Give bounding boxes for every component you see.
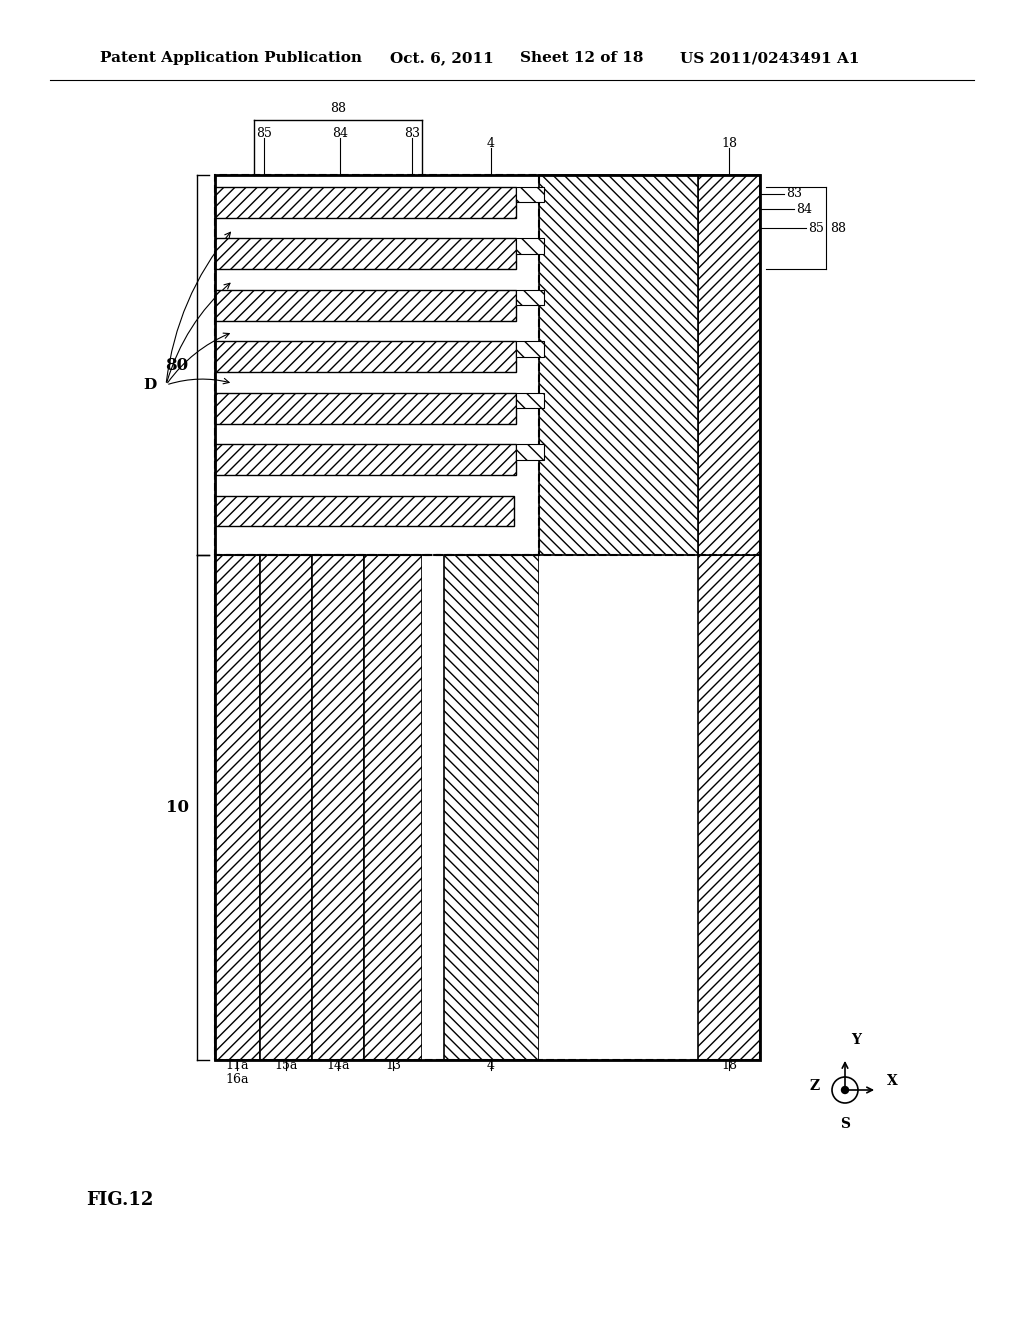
Text: 13: 13 (385, 1059, 401, 1072)
Bar (215, 290, 516, 321)
Bar (215, 554, 760, 1060)
Bar (516, 444, 544, 459)
Text: 88: 88 (330, 102, 346, 115)
Bar (516, 239, 544, 253)
Bar (444, 554, 539, 1060)
Bar (539, 554, 698, 1060)
Text: 18: 18 (721, 1059, 737, 1072)
Bar (215, 444, 516, 475)
Text: S: S (840, 1117, 850, 1131)
Text: Z: Z (810, 1078, 820, 1093)
Text: 83: 83 (404, 127, 421, 140)
Text: US 2011/0243491 A1: US 2011/0243491 A1 (680, 51, 859, 65)
Bar (422, 554, 444, 1060)
Circle shape (842, 1086, 849, 1093)
Text: 80: 80 (166, 356, 188, 374)
Text: Sheet 12 of 18: Sheet 12 of 18 (520, 51, 643, 65)
Bar (215, 554, 760, 1060)
Text: 14a: 14a (327, 1059, 350, 1072)
Text: 16a: 16a (225, 1073, 249, 1086)
Bar (215, 176, 760, 1060)
Bar (364, 554, 422, 1060)
Text: 18: 18 (721, 137, 737, 150)
Text: 15a: 15a (274, 1059, 298, 1072)
Bar (215, 176, 539, 554)
Text: 4: 4 (487, 1059, 495, 1072)
Bar (260, 554, 312, 1060)
Text: 85: 85 (256, 127, 272, 140)
Bar (215, 393, 516, 424)
Text: 84: 84 (332, 127, 348, 140)
Bar (215, 176, 760, 554)
Bar (698, 554, 760, 1060)
Bar (698, 176, 760, 554)
Bar (312, 554, 364, 1060)
Text: D: D (143, 378, 157, 392)
Bar (516, 187, 544, 202)
Bar (215, 176, 539, 554)
Bar (516, 342, 544, 356)
Text: Oct. 6, 2011: Oct. 6, 2011 (390, 51, 494, 65)
Text: 11a: 11a (225, 1059, 249, 1072)
Bar (215, 554, 260, 1060)
Bar (516, 393, 544, 408)
Bar (215, 239, 516, 269)
Bar (215, 495, 514, 527)
Text: Patent Application Publication: Patent Application Publication (100, 51, 362, 65)
Text: Y: Y (851, 1034, 861, 1047)
Text: 10: 10 (166, 799, 188, 816)
Bar (215, 342, 516, 372)
Text: 83: 83 (786, 187, 802, 201)
Text: 85: 85 (808, 222, 824, 235)
Text: X: X (887, 1074, 898, 1088)
Bar (215, 187, 516, 218)
Text: 4: 4 (487, 137, 495, 150)
Text: 88: 88 (830, 222, 846, 235)
Text: FIG.12: FIG.12 (86, 1191, 154, 1209)
Bar (539, 176, 698, 554)
Text: 84: 84 (796, 203, 812, 215)
Bar (516, 290, 544, 305)
